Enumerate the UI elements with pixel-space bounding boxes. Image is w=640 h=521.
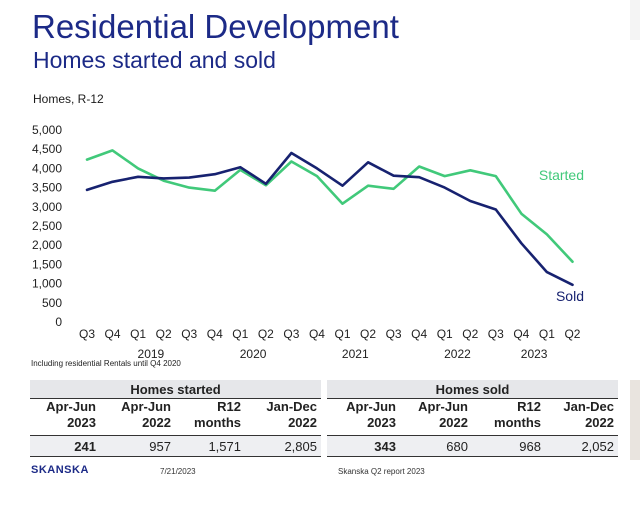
table-cell: 957 [100, 435, 175, 457]
x-tick-label: Q3 [488, 327, 504, 341]
column-header: Jan-Dec 2022 [545, 398, 618, 436]
x-year-label: 2021 [342, 347, 369, 361]
y-tick-label: 1,500 [32, 257, 62, 271]
column-header: Apr-Jun 2023 [30, 398, 100, 436]
column-header: Apr-Jun 2023 [327, 398, 400, 436]
page-subtitle: Homes started and sold [33, 47, 276, 73]
table-cell: 2,805 [245, 435, 321, 457]
x-tick-label: Q2 [156, 327, 172, 341]
y-tick-label: 2,500 [32, 219, 62, 233]
table-cell: 968 [472, 435, 545, 457]
table-heading: Homes started [30, 380, 321, 399]
legend-label-started: Started [539, 167, 584, 183]
x-tick-label: Q2 [564, 327, 580, 341]
x-tick-label: Q2 [360, 327, 376, 341]
x-tick-label: Q4 [411, 327, 427, 341]
y-tick-label: 0 [55, 315, 62, 329]
y-tick-label: 3,000 [32, 200, 62, 214]
y-tick-label: 3,500 [32, 181, 62, 195]
edge-strip [630, 0, 640, 40]
x-tick-label: Q2 [258, 327, 274, 341]
x-tick-label: Q3 [386, 327, 402, 341]
table-cell: 2,052 [545, 435, 618, 457]
chart-unit-label: Homes, R-12 [33, 92, 104, 106]
table-cell: 680 [400, 435, 472, 457]
y-tick-label: 1,000 [32, 277, 62, 291]
x-year-label: 2023 [521, 347, 548, 361]
x-tick-label: Q4 [309, 327, 325, 341]
table-cell: 343 [327, 435, 400, 457]
y-tick-label: 2,000 [32, 238, 62, 252]
skanska-logo: SKANSKA [31, 464, 89, 476]
homes-sold-table: Homes sold Apr-Jun 2023 Apr-Jun 2022 R12 mo… [327, 380, 618, 457]
x-tick-label: Q3 [283, 327, 299, 341]
x-tick-label: Q4 [207, 327, 223, 341]
legend-label-sold: Sold [556, 288, 584, 304]
page-title: Residential Development [32, 8, 399, 45]
column-header: Apr-Jun 2022 [400, 398, 472, 436]
x-tick-label: Q1 [334, 327, 350, 341]
series-line-sold [85, 151, 574, 287]
homes-started-table: Homes started Apr-Jun 2023 Apr-Jun 2022 R1… [30, 380, 321, 457]
x-tick-label: Q4 [513, 327, 529, 341]
x-year-label: 2019 [138, 347, 165, 361]
x-tick-label: Q1 [539, 327, 555, 341]
x-year-label: 2022 [444, 347, 471, 361]
x-tick-label: Q1 [130, 327, 146, 341]
x-year-label: 2020 [240, 347, 267, 361]
footer-report: Skanska Q2 report 2023 [338, 467, 425, 476]
x-tick-label: Q3 [181, 327, 197, 341]
column-header: R12 months [175, 398, 245, 436]
table-heading: Homes sold [327, 380, 618, 399]
chart-footnote: Including residential Rentals until Q4 2… [31, 359, 181, 368]
table-cell: 241 [30, 435, 100, 457]
line-chart: 5,000 4,500 4,000 3,500 3,000 2,500 2,000 1,500… [32, 123, 584, 361]
x-tick-label: Q1 [232, 327, 248, 341]
table-cell: 1,571 [175, 435, 245, 457]
y-tick-label: 4,500 [32, 142, 62, 156]
column-header: Apr-Jun 2022 [100, 398, 175, 436]
x-tick-label: Q2 [462, 327, 478, 341]
footer-date: 7/21/2023 [160, 467, 196, 476]
y-tick-label: 500 [42, 296, 62, 310]
x-tick-label: Q1 [437, 327, 453, 341]
column-header: Jan-Dec 2022 [245, 398, 321, 436]
x-tick-label: Q3 [79, 327, 95, 341]
series-line-started [85, 149, 574, 263]
y-tick-label: 5,000 [32, 123, 62, 137]
edge-strip [630, 380, 640, 460]
column-header: R12 months [472, 398, 545, 436]
y-tick-label: 4,000 [32, 161, 62, 175]
x-tick-label: Q4 [105, 327, 121, 341]
